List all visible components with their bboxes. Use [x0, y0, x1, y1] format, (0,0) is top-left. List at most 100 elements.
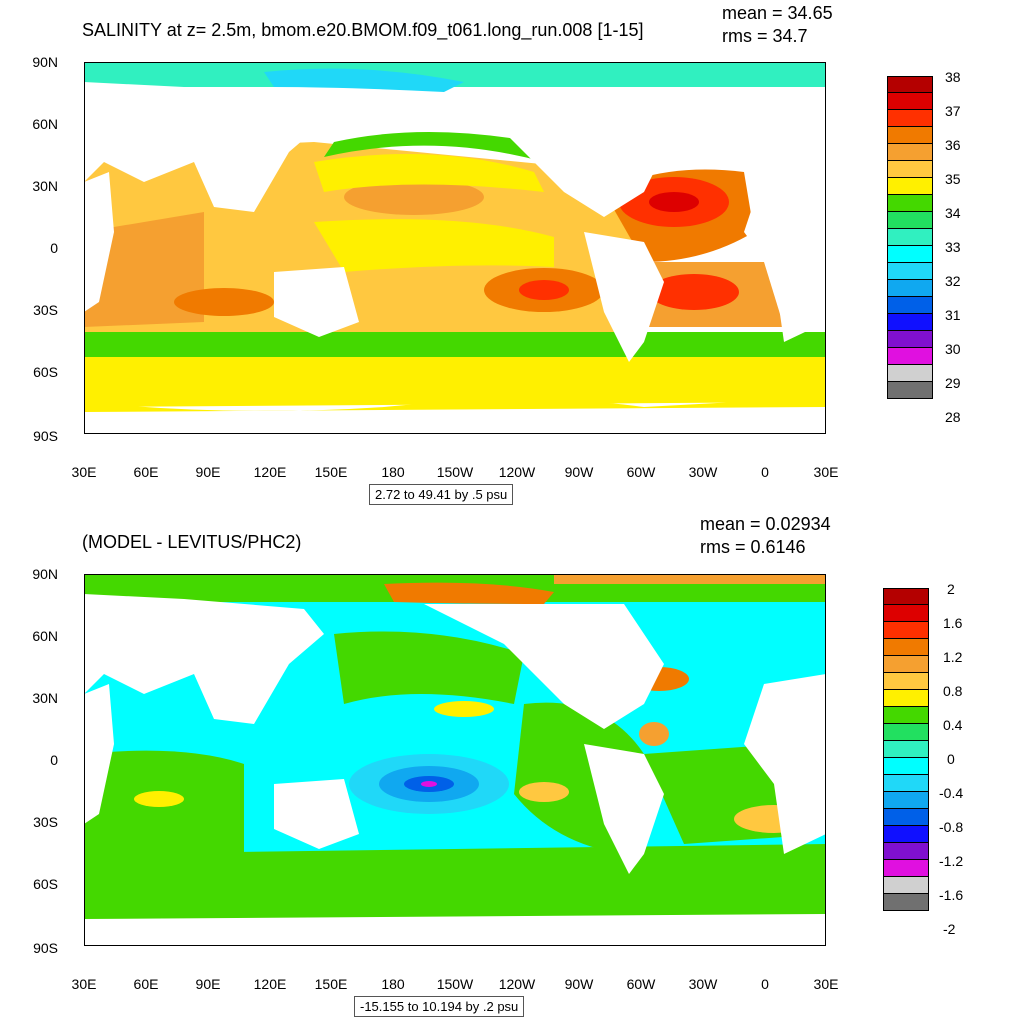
colorbar-swatch [884, 894, 928, 911]
colorbar-label: 28 [945, 409, 961, 425]
colorbar-label: 31 [945, 307, 961, 323]
lat-tick-label: 90S [33, 940, 58, 956]
colorbar-swatch [888, 365, 932, 382]
colorbar-swatch [888, 195, 932, 212]
lat-tick-label: 30N [32, 690, 58, 706]
plot-title: (MODEL - LEVITUS/PHC2) [82, 532, 302, 552]
lon-tick-label: 180 [381, 464, 405, 480]
lon-tick-label: 90E [195, 464, 221, 480]
colorbar-swatch [888, 161, 932, 178]
colorbar-label: -0.4 [939, 785, 964, 801]
colorbar-label: 32 [945, 273, 961, 289]
salinity-panel: SALINITY at z= 2.5m, bmom.e20.BMOM.f09_t… [32, 3, 961, 505]
colorbar-label: 2 [947, 581, 955, 597]
lon-tick-label: 0 [761, 464, 769, 480]
lon-tick-label: 30E [71, 464, 97, 480]
contour-range-box: 2.72 to 49.41 by .5 psu [369, 484, 514, 505]
colorbar-label: 33 [945, 239, 961, 255]
salinity-map [84, 62, 826, 434]
colorbar-swatch [884, 775, 928, 792]
mean-stat: mean = 34.65 [722, 3, 833, 23]
lon-tick-label: 120W [498, 976, 536, 992]
lon-tick-label: 30E [813, 976, 839, 992]
lon-tick-label: 120E [253, 464, 287, 480]
colorbar-swatch [888, 331, 932, 348]
colorbar-swatch [884, 809, 928, 826]
lon-tick-label: 60E [133, 464, 159, 480]
lon-tick-label: 60W [626, 976, 656, 992]
colorbar [883, 588, 929, 911]
salinity-difference-panel: (MODEL - LEVITUS/PHC2) mean = 0.02934 rm… [0, 512, 1024, 1024]
plot-title: SALINITY at z= 2.5m, bmom.e20.BMOM.f09_t… [82, 20, 644, 40]
colorbar-label: 36 [945, 137, 961, 153]
colorbar-swatch [888, 229, 932, 246]
colorbar-label: 29 [945, 375, 961, 391]
colorbar-swatch [888, 127, 932, 144]
colorbar-swatch [884, 673, 928, 690]
lon-tick-label: 180 [381, 976, 405, 992]
colorbar-swatch [884, 741, 928, 758]
lon-tick-label: 120E [253, 976, 287, 992]
colorbar-swatch [888, 382, 932, 399]
contour-range-box: -15.155 to 10.194 by .2 psu [354, 996, 525, 1017]
lat-tick-label: 60N [32, 116, 58, 132]
colorbar-label: 35 [945, 171, 961, 187]
colorbar-swatch [884, 622, 928, 639]
lat-tick-label: 0 [50, 752, 58, 768]
colorbar-swatch [888, 263, 932, 280]
mean-stat: mean = 0.02934 [700, 514, 831, 534]
colorbar-swatch [884, 724, 928, 741]
lat-tick-label: 60S [33, 364, 58, 380]
colorbar-label: 1.6 [943, 615, 963, 631]
lat-tick-label: 30N [32, 178, 58, 194]
lon-tick-label: 150W [436, 976, 474, 992]
lon-tick-label: 150E [314, 976, 348, 992]
colorbar-swatch [888, 144, 932, 161]
colorbar-swatch [888, 246, 932, 263]
colorbar-swatch [884, 877, 928, 894]
lon-tick-label: 30W [688, 464, 718, 480]
colorbar-label: 34 [945, 205, 961, 221]
colorbar-label: 0.4 [943, 717, 963, 733]
lat-tick-label: 90S [33, 428, 58, 444]
colorbar-swatch [884, 656, 928, 673]
lat-tick-label: 90N [32, 566, 58, 582]
lat-tick-label: 90N [32, 54, 58, 70]
rms-stat: rms = 34.7 [722, 26, 808, 46]
lon-tick-label: 0 [761, 976, 769, 992]
colorbar-swatch [888, 178, 932, 195]
colorbar-swatch [884, 707, 928, 724]
colorbar-label: -2 [943, 921, 956, 937]
lon-tick-label: 150W [436, 464, 474, 480]
lon-tick-label: 90E [195, 976, 221, 992]
colorbar-swatch [884, 639, 928, 656]
colorbar-label: 30 [945, 341, 961, 357]
colorbar-swatch [884, 690, 928, 707]
lat-tick-label: 60S [33, 876, 58, 892]
lon-tick-label: 150E [314, 464, 348, 480]
lat-tick-label: 60N [32, 628, 58, 644]
lat-tick-label: 0 [50, 240, 58, 256]
colorbar-swatch [884, 843, 928, 860]
lon-tick-label: 30E [813, 464, 839, 480]
lon-tick-label: 30W [688, 976, 718, 992]
difference-map [84, 574, 826, 946]
colorbar-swatch [884, 758, 928, 775]
colorbar-label: -1.6 [939, 887, 964, 903]
lon-tick-label: 90W [564, 976, 594, 992]
colorbar-swatch [888, 314, 932, 331]
colorbar-swatch [888, 93, 932, 110]
lon-tick-label: 60E [133, 976, 159, 992]
colorbar-swatch [884, 588, 928, 605]
colorbar-label: 0.8 [943, 683, 963, 699]
colorbar-swatch [884, 605, 928, 622]
colorbar-label: -1.2 [939, 853, 964, 869]
colorbar-swatch [888, 280, 932, 297]
colorbar [887, 76, 933, 399]
lat-tick-label: 30S [33, 814, 58, 830]
colorbar-label: 0 [947, 751, 955, 767]
lon-tick-label: 60W [626, 464, 656, 480]
lat-tick-label: 30S [33, 302, 58, 318]
lon-tick-label: 30E [71, 976, 97, 992]
colorbar-swatch [888, 76, 932, 93]
